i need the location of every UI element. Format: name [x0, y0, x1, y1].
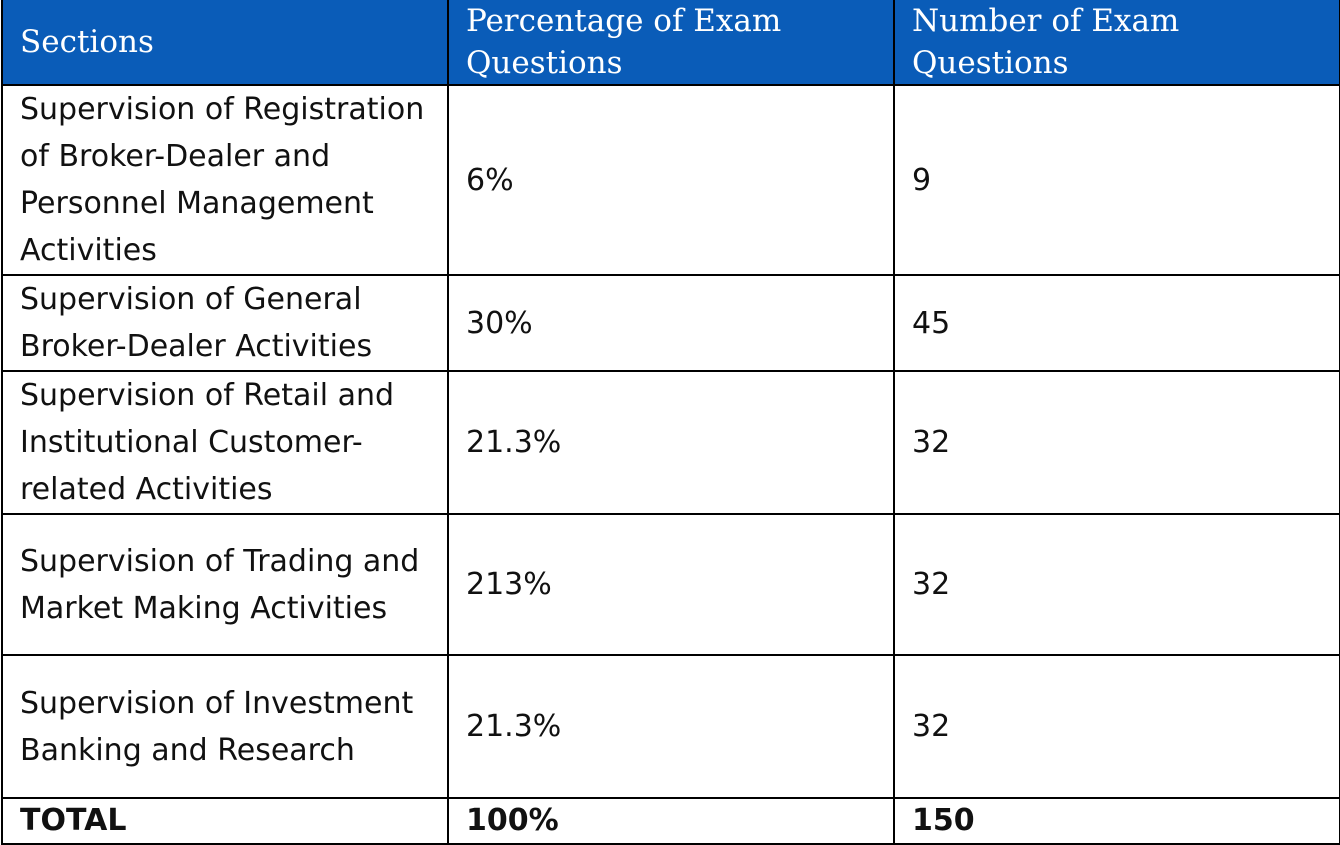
table-cell: 32: [893, 513, 1340, 656]
table-row: Supervision of General Broker-Dealer Act…: [1, 274, 1340, 372]
header-cell: Sections: [1, 0, 449, 86]
table-cell: 45: [893, 274, 1340, 372]
table-cell: 6%: [447, 84, 895, 276]
table-cell: 21.3%: [447, 654, 895, 799]
table-cell: Supervision of General Broker-Dealer Act…: [1, 274, 449, 372]
table-cell: Supervision of Retail and Institutional …: [1, 370, 449, 515]
table-row: Supervision of Trading and Market Making…: [1, 513, 1340, 656]
total-row: TOTAL 100% 150: [1, 797, 1340, 845]
table-cell: 32: [893, 370, 1340, 515]
header-cell: Number of Exam Questions: [893, 0, 1340, 86]
header-cell: Percentage of Exam Questions: [447, 0, 895, 86]
table-cell: Supervision of Investment Banking and Re…: [1, 654, 449, 799]
table-cell: 32: [893, 654, 1340, 799]
table-cell: 213%: [447, 513, 895, 656]
header-row: Sections Percentage of Exam Questions Numb…: [1, 0, 1340, 86]
total-cell: 150: [893, 797, 1340, 845]
table-cell: Supervision of Registration of Broker-De…: [1, 84, 449, 276]
table-row: Supervision of Registration of Broker-De…: [1, 84, 1340, 276]
table-cell: 9: [893, 84, 1340, 276]
table-cell: 21.3%: [447, 370, 895, 515]
table-cell: Supervision of Trading and Market Making…: [1, 513, 449, 656]
table-cell: 30%: [447, 274, 895, 372]
table-row: Supervision of Retail and Institutional …: [1, 370, 1340, 515]
total-cell: 100%: [447, 797, 895, 845]
total-cell: TOTAL: [1, 797, 449, 845]
table-row: Supervision of Investment Banking and Re…: [1, 654, 1340, 799]
